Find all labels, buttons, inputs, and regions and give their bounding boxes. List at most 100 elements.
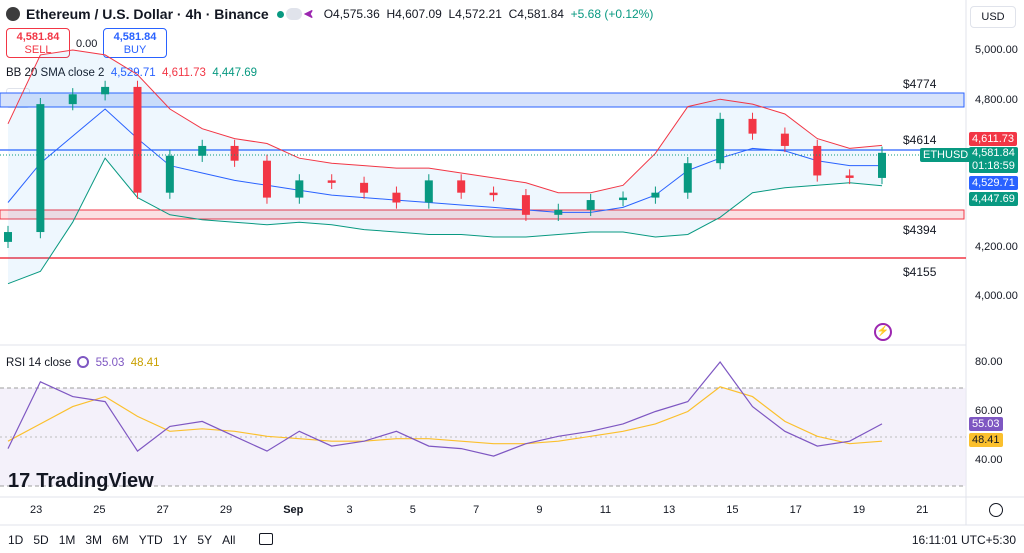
candle-body xyxy=(813,145,822,176)
candle-body xyxy=(651,192,660,198)
bb-basis-line xyxy=(7,108,882,213)
time-tick: 29 xyxy=(219,504,233,516)
bb-basis-value: 4,529.71 xyxy=(110,67,156,79)
bar-countdown: 01:18:59 xyxy=(972,160,1015,172)
last-price-tag: 4,581.84 01:18:59 xyxy=(969,147,1018,173)
time-tick: 25 xyxy=(93,504,106,516)
level-label-4614: $4614 xyxy=(903,133,937,147)
level-label-4774: $4774 xyxy=(903,77,937,91)
time-tick: 27 xyxy=(156,504,169,516)
alert-toggle-icon[interactable] xyxy=(285,8,302,20)
rsi-tick: 60.00 xyxy=(975,405,1003,417)
currency-selector[interactable]: USD xyxy=(970,6,1016,28)
sell-price: 4,581.84 xyxy=(16,31,60,43)
candle-body xyxy=(392,192,401,203)
candle-body xyxy=(683,163,692,193)
lightning-icon[interactable]: ⚡ xyxy=(874,323,892,341)
bb-lower-price-tag: 4,447.69 xyxy=(969,192,1018,206)
time-tick: 23 xyxy=(30,504,43,516)
clock[interactable]: 16:11:01 UTC+5:30 xyxy=(911,533,1016,547)
level-label-4155: $4155 xyxy=(903,265,937,279)
tf-button[interactable]: YTD xyxy=(138,533,163,547)
candle-body xyxy=(68,94,77,105)
candlesticks xyxy=(4,80,886,249)
settings-gear-icon[interactable] xyxy=(989,503,1003,517)
candle-body xyxy=(619,197,628,201)
tv-logo-icon: 17 xyxy=(8,470,31,492)
price-tick: 4,200.00 xyxy=(975,241,1018,253)
calendar-icon[interactable] xyxy=(259,533,274,545)
status-dots xyxy=(276,8,314,20)
tf-button[interactable]: 1Y xyxy=(172,533,188,547)
time-tick: 17 xyxy=(789,504,802,516)
tf-button[interactable]: 6M xyxy=(112,533,129,547)
rsi-tick: 80.00 xyxy=(975,356,1003,368)
candle-body xyxy=(554,209,563,215)
rsi-settings-icon[interactable] xyxy=(77,356,90,368)
chart-header: Ethereum / U.S. Dollar · 4h · Binance O4… xyxy=(6,6,653,22)
time-tick: 9 xyxy=(536,504,543,516)
resistance-zone-4774[interactable] xyxy=(0,92,965,108)
bb-indicator-legend[interactable]: BB 20 SMA close 2 4,529.71 4,611.73 4,44… xyxy=(6,67,257,79)
candle-body xyxy=(327,180,336,183)
candle-body xyxy=(489,192,498,196)
candle-body xyxy=(457,180,466,193)
low-value: L4,572.21 xyxy=(448,7,502,21)
time-tick: 15 xyxy=(726,504,739,516)
tf-button[interactable]: 3M xyxy=(85,533,103,547)
support-zone-4394[interactable] xyxy=(0,209,965,220)
candle-body xyxy=(295,180,304,198)
price-tick: 5,000.00 xyxy=(975,44,1018,56)
tf-button[interactable]: 1D xyxy=(8,533,24,547)
sell-button[interactable]: 4,581.84 SELL xyxy=(6,28,70,58)
candle-body xyxy=(748,118,757,134)
price-tick: 4,800.00 xyxy=(975,94,1018,106)
tradingview-logo[interactable]: 17 TradingView xyxy=(8,470,154,493)
market-open-dot xyxy=(276,10,284,18)
sell-label: SELL xyxy=(24,44,52,56)
buy-button[interactable]: 4,581.84 BUY xyxy=(103,28,167,58)
tf-button[interactable]: All xyxy=(222,533,236,547)
share-icon[interactable] xyxy=(303,9,314,19)
level-label-4394: $4394 xyxy=(903,223,937,237)
bb-upper-line xyxy=(7,49,883,194)
candle-body xyxy=(230,145,239,161)
high-value: H4,607.09 xyxy=(386,7,442,21)
bollinger-bands xyxy=(7,49,883,285)
last-price: 4,581.84 xyxy=(972,147,1015,159)
rsi-ma-tag: 48.41 xyxy=(969,433,1003,447)
candle-body xyxy=(4,232,12,242)
candle-body xyxy=(878,152,886,178)
candle-body xyxy=(133,86,142,193)
rsi-ma-line xyxy=(7,386,883,445)
time-tick: 7 xyxy=(473,504,480,516)
rsi-ma-value: 48.41 xyxy=(130,357,160,369)
candle-body xyxy=(780,133,789,146)
bb-basis-price-tag: 4,529.71 xyxy=(969,176,1018,190)
candle-body xyxy=(101,86,110,95)
time-tick: 13 xyxy=(663,504,676,516)
candle-body xyxy=(424,180,433,203)
time-tick: 3 xyxy=(346,504,353,516)
tf-button[interactable]: 5Y xyxy=(197,533,213,547)
bb-lower-line xyxy=(7,157,883,285)
tf-button[interactable]: 5D xyxy=(33,533,49,547)
buy-price: 4,581.84 xyxy=(113,31,157,43)
time-tick: 5 xyxy=(409,504,416,516)
rsi-indicator-legend[interactable]: RSI 14 close 55.03 48.41 xyxy=(6,356,160,369)
rsi-value: 55.03 xyxy=(95,357,125,369)
candle-body xyxy=(360,182,369,193)
time-tick: 11 xyxy=(599,504,612,516)
candle-body xyxy=(521,195,530,215)
rsi-indicator-label: RSI 14 close xyxy=(6,357,72,369)
timeframe-toolbar: 1D 5D 1M 3M 6M YTD 1Y 5Y All xyxy=(8,533,274,547)
tf-button[interactable]: 1M xyxy=(58,533,76,547)
candle-body xyxy=(36,104,45,233)
rsi-line xyxy=(7,361,883,457)
candle-body xyxy=(716,118,725,164)
symbol-title[interactable]: Ethereum / U.S. Dollar · 4h · Binance xyxy=(26,6,269,22)
bb-lower-value: 4,447.69 xyxy=(212,67,258,79)
bb-upper-price-tag: 4,611.73 xyxy=(969,132,1018,146)
ohlc-values: O4,575.36 H4,607.09 L4,572.21 C4,581.84 … xyxy=(324,7,654,21)
